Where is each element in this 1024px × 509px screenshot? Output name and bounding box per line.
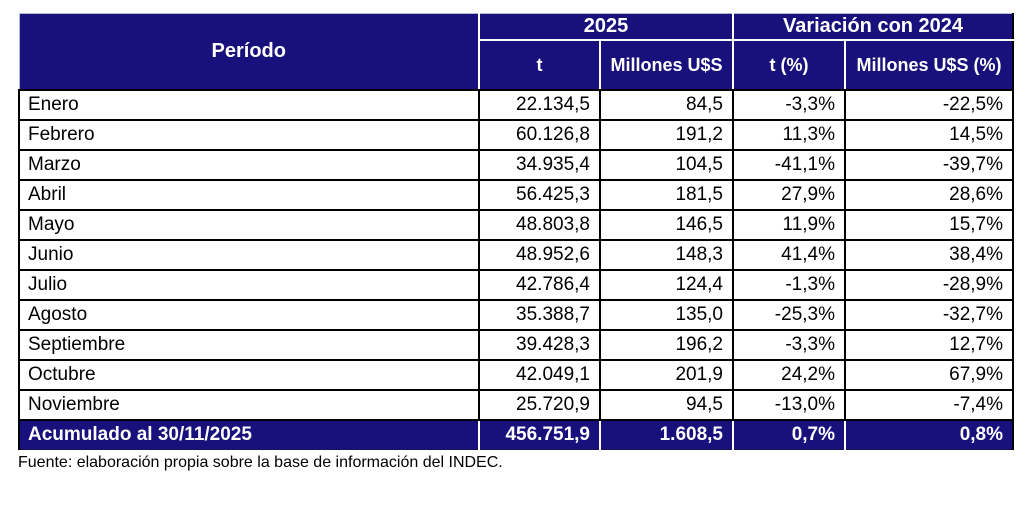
table-row: Septiembre 39.428,3 196,2 -3,3% 12,7% xyxy=(18,329,1015,361)
table-header: Período 2025 Variación con 2024 t Millon… xyxy=(18,13,1015,91)
header-col-millones: Millones U$S xyxy=(599,39,734,91)
millones-cell: 135,0 xyxy=(599,299,734,331)
table-row: Octubre 42.049,1 201,9 24,2% 67,9% xyxy=(18,359,1015,391)
millones-pct-cell: -39,7% xyxy=(843,149,1015,181)
period-cell: Marzo xyxy=(18,149,480,181)
total-t-cell: 456.751,9 xyxy=(478,419,601,450)
monthly-exports-table: Período 2025 Variación con 2024 t Millon… xyxy=(18,13,1015,450)
millones-cell: 94,5 xyxy=(599,389,734,421)
t-pct-cell: -1,3% xyxy=(732,269,846,301)
t-cell: 42.049,1 xyxy=(478,359,601,391)
t-pct-cell: 11,9% xyxy=(732,209,846,241)
table-footer: Acumulado al 30/11/2025 456.751,9 1.608,… xyxy=(18,419,1015,450)
t-cell: 56.425,3 xyxy=(478,179,601,211)
table-row: Marzo 34.935,4 104,5 -41,1% -39,7% xyxy=(18,149,1015,181)
millones-cell: 191,2 xyxy=(599,119,734,151)
millones-cell: 104,5 xyxy=(599,149,734,181)
t-pct-cell: -3,3% xyxy=(732,329,846,361)
millones-cell: 181,5 xyxy=(599,179,734,211)
table-row: Enero 22.134,5 84,5 -3,3% -22,5% xyxy=(18,89,1015,121)
period-cell: Mayo xyxy=(18,209,480,241)
t-pct-cell: -13,0% xyxy=(732,389,846,421)
period-cell: Noviembre xyxy=(18,389,480,421)
table-row: Mayo 48.803,8 146,5 11,9% 15,7% xyxy=(18,209,1015,241)
t-cell: 34.935,4 xyxy=(478,149,601,181)
millones-pct-cell: 12,7% xyxy=(843,329,1015,361)
millones-cell: 148,3 xyxy=(599,239,734,271)
t-cell: 48.803,8 xyxy=(478,209,601,241)
period-cell: Febrero xyxy=(18,119,480,151)
t-pct-cell: 24,2% xyxy=(732,359,846,391)
header-col-t-pct: t (%) xyxy=(732,39,846,91)
table-body: Enero 22.134,5 84,5 -3,3% -22,5% Febrero… xyxy=(18,89,1015,421)
period-cell: Enero xyxy=(18,89,480,121)
period-cell: Abril xyxy=(18,179,480,211)
period-cell: Julio xyxy=(18,269,480,301)
table-row: Junio 48.952,6 148,3 41,4% 38,4% xyxy=(18,239,1015,271)
header-group-row: Período 2025 Variación con 2024 xyxy=(18,13,1015,91)
millones-pct-cell: -28,9% xyxy=(843,269,1015,301)
millones-pct-cell: -22,5% xyxy=(843,89,1015,121)
table-row: Abril 56.425,3 181,5 27,9% 28,6% xyxy=(18,179,1015,211)
millones-pct-cell: 38,4% xyxy=(843,239,1015,271)
total-row: Acumulado al 30/11/2025 456.751,9 1.608,… xyxy=(18,419,1015,450)
millones-cell: 201,9 xyxy=(599,359,734,391)
t-pct-cell: -41,1% xyxy=(732,149,846,181)
t-pct-cell: 11,3% xyxy=(732,119,846,151)
t-pct-cell: -3,3% xyxy=(732,89,846,121)
total-label-cell: Acumulado al 30/11/2025 xyxy=(18,419,480,450)
header-periodo: Período xyxy=(18,13,480,91)
millones-pct-cell: -32,7% xyxy=(843,299,1015,331)
header-col-millones-pct: Millones U$S (%) xyxy=(843,39,1015,91)
millones-cell: 146,5 xyxy=(599,209,734,241)
millones-pct-cell: 14,5% xyxy=(843,119,1015,151)
period-cell: Octubre xyxy=(18,359,480,391)
millones-pct-cell: -7,4% xyxy=(843,389,1015,421)
t-cell: 25.720,9 xyxy=(478,389,601,421)
millones-cell: 196,2 xyxy=(599,329,734,361)
table-row: Noviembre 25.720,9 94,5 -13,0% -7,4% xyxy=(18,389,1015,421)
t-cell: 60.126,8 xyxy=(478,119,601,151)
t-cell: 35.388,7 xyxy=(478,299,601,331)
t-cell: 48.952,6 xyxy=(478,239,601,271)
period-cell: Junio xyxy=(18,239,480,271)
millones-pct-cell: 28,6% xyxy=(843,179,1015,211)
total-millones-cell: 1.608,5 xyxy=(599,419,734,450)
t-cell: 22.134,5 xyxy=(478,89,601,121)
source-note: Fuente: elaboración propia sobre la base… xyxy=(18,453,503,471)
millones-pct-cell: 67,9% xyxy=(843,359,1015,391)
header-sub-row: t Millones U$S t (%) Millones U$S (%) xyxy=(19,39,1015,91)
period-cell: Agosto xyxy=(18,299,480,331)
header-group-2025: 2025 xyxy=(478,13,734,41)
t-pct-cell: -25,3% xyxy=(732,299,846,331)
t-cell: 39.428,3 xyxy=(478,329,601,361)
millones-pct-cell: 15,7% xyxy=(843,209,1015,241)
t-cell: 42.786,4 xyxy=(478,269,601,301)
header-group-variacion: Variación con 2024 xyxy=(731,13,1015,41)
header-col-t: t xyxy=(478,39,601,91)
table-row: Julio 42.786,4 124,4 -1,3% -28,9% xyxy=(18,269,1015,301)
t-pct-cell: 41,4% xyxy=(732,239,846,271)
table-row: Agosto 35.388,7 135,0 -25,3% -32,7% xyxy=(18,299,1015,331)
period-cell: Septiembre xyxy=(18,329,480,361)
t-pct-cell: 27,9% xyxy=(732,179,846,211)
table-row: Febrero 60.126,8 191,2 11,3% 14,5% xyxy=(18,119,1015,151)
millones-cell: 124,4 xyxy=(599,269,734,301)
millones-cell: 84,5 xyxy=(599,89,734,121)
total-t-pct-cell: 0,7% xyxy=(732,419,846,450)
total-millones-pct-cell: 0,8% xyxy=(843,419,1015,450)
report-page: Período 2025 Variación con 2024 t Millon… xyxy=(18,13,1015,471)
